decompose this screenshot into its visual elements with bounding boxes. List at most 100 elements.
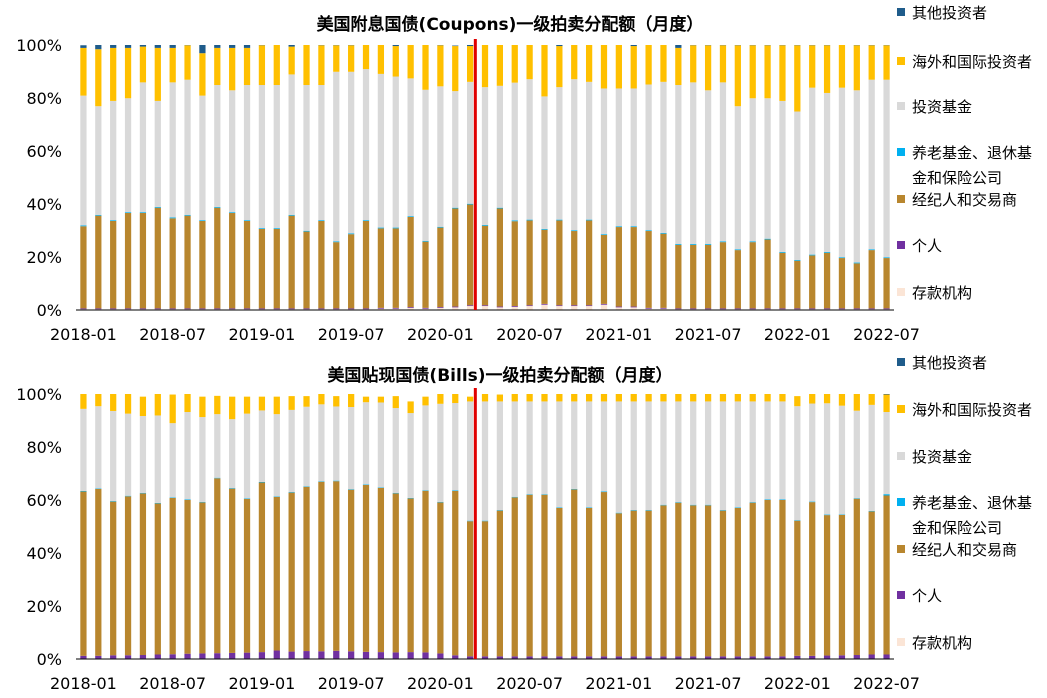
bar-segment [139,493,147,656]
bar-segment [511,82,518,221]
bar-segment [229,47,236,91]
bar-segment [467,46,474,82]
bar-segment [704,308,712,310]
bar-segment [407,652,414,659]
bar-segment [422,307,429,309]
bar-segment [437,502,444,654]
bar-segment [615,45,622,89]
bar-segment [199,220,206,309]
bar-segment [764,238,771,240]
bar-segment [496,45,503,86]
bar-segment [422,490,429,653]
bar-segment [392,307,399,309]
coupons-chart-title: 美国附息国债(Coupons)一级拍卖分配额（月度） [317,14,704,35]
bar-segment [764,499,771,500]
bar-segment [288,651,295,659]
bar-segment [467,81,474,204]
bar-segment [139,46,147,83]
bar-segment [467,203,474,205]
bar-segment [660,401,667,505]
bar-segment [169,217,176,219]
bar-segment [556,219,563,221]
bar-segment [229,652,236,659]
x-tick-label: 2019-07 [318,325,385,344]
bar-segment [362,220,370,309]
bar-segment [229,308,236,310]
legend-swatch [897,498,905,506]
bar-segment [95,45,102,50]
bar-segment [794,308,801,310]
bar-segment [764,308,771,310]
bar-segment [600,394,608,402]
bar-segment [273,308,280,310]
bar-segment [169,308,176,310]
bar-segment [362,402,370,485]
x-tick-label: 2022-07 [853,674,920,693]
bar-segment [660,233,667,308]
bar-segment [169,394,176,424]
bar-segment [110,47,117,101]
bar-segment [496,306,503,308]
bar-segment [511,306,518,310]
bar-segment [526,494,533,657]
bar-segment [303,231,310,309]
bar-segment [214,414,221,478]
bar-segment [199,95,206,221]
bar-segment [615,401,622,513]
bar-segment [585,220,593,306]
bar-segment [660,308,667,310]
x-tick-label: 2022-07 [853,325,920,344]
bar-segment [392,228,399,308]
bar-segment [407,498,414,653]
bar-segment [794,520,801,521]
bar-segment [333,242,340,309]
bar-segment [199,308,206,310]
bar-segment [243,220,251,309]
bar-segment [348,489,355,490]
bar-segment [541,394,548,402]
bar-segment [110,501,117,656]
bar-segment [333,650,340,659]
bar-segment [704,90,712,245]
y-tick-label: 80% [26,89,62,108]
bar-segment [229,45,236,48]
bar-segment [496,656,503,659]
bar-segment [377,402,385,488]
bar-segment [95,308,102,310]
bar-segment [764,394,771,402]
bar-segment [199,53,206,96]
bar-segment [809,502,816,656]
bar-segment [124,655,132,659]
bar-segment [169,497,176,655]
x-tick-label: 2019-07 [318,674,385,693]
x-tick-label: 2020-07 [496,674,563,693]
bar-segment [823,515,831,656]
bar-segment [333,241,340,243]
bar-segment [496,401,503,511]
bar-segment [214,85,221,207]
legend-label: 金和保险公司 [912,519,1002,537]
bar-segment [110,308,117,310]
bar-segment [883,394,890,413]
bar-segment [258,410,266,482]
bar-segment [377,307,385,309]
bar-segment [80,490,87,492]
bar-segment [184,45,191,80]
bar-segment [660,307,667,309]
bar-segment [600,235,608,304]
bar-segment [511,497,518,657]
x-tick-label: 2018-07 [139,325,206,344]
bar-segment [600,656,608,659]
bar-segment [184,79,191,215]
bar-segment [571,401,578,489]
bar-segment [303,308,310,310]
bar-segment [526,79,533,220]
bar-segment [467,45,474,47]
bar-segment [467,656,474,659]
bar-segment [392,308,399,310]
bar-segment [199,417,206,502]
bar-segment [392,493,399,653]
bar-segment [779,45,786,101]
bar-segment [734,507,741,657]
bar-segment [853,45,860,91]
